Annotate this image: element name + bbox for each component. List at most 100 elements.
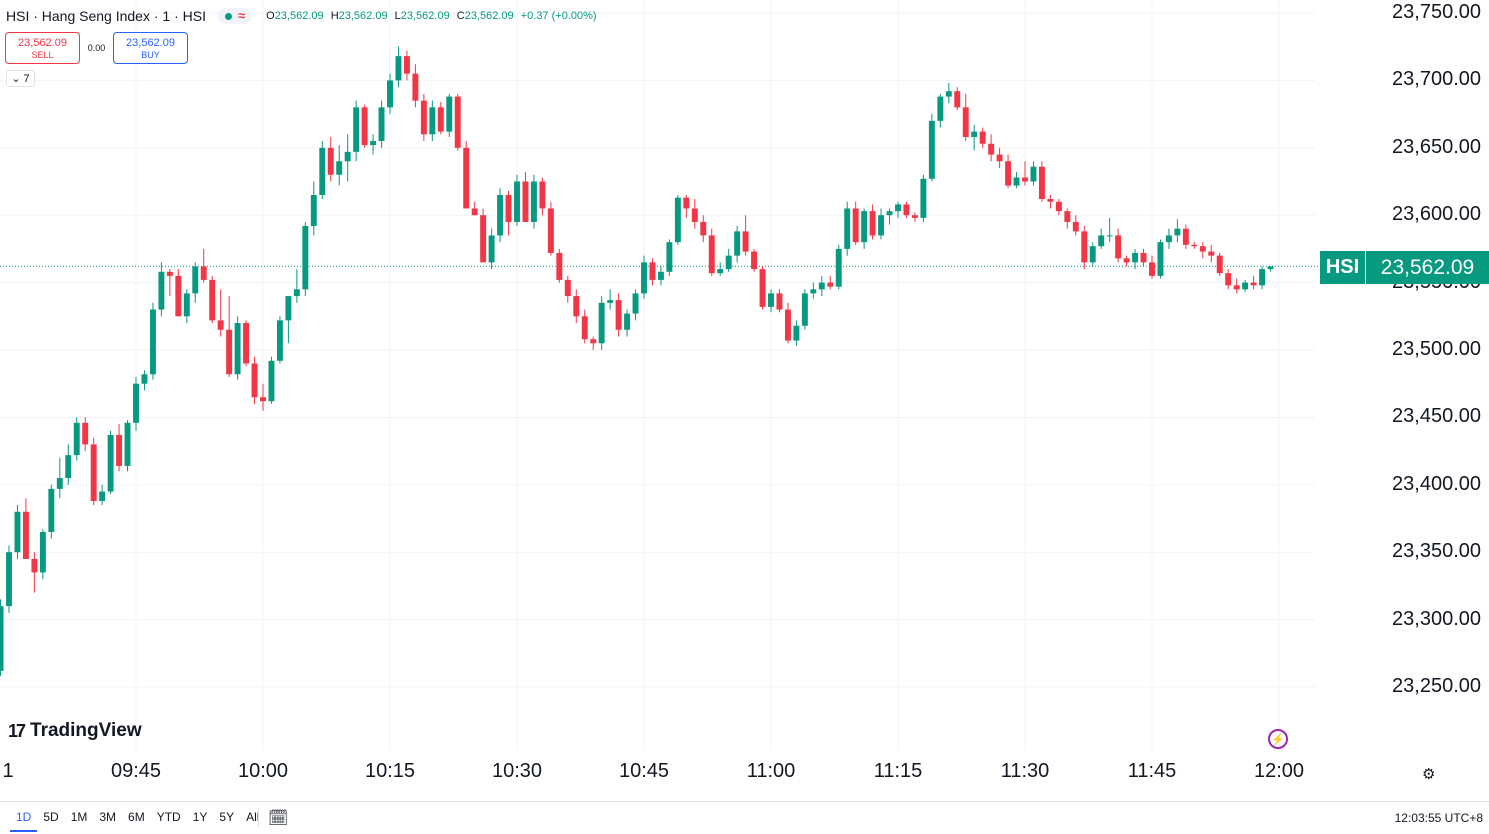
candle-body: [556, 252, 563, 280]
calendar-goto-icon[interactable]: 🗓: [268, 810, 289, 827]
candle: [725, 248, 732, 272]
range-button-ytd[interactable]: YTD: [156, 810, 181, 824]
candle: [1047, 194, 1054, 209]
candle-body: [310, 194, 317, 226]
sell-button[interactable]: 23,562.09 SELL: [5, 32, 80, 64]
candle: [971, 124, 978, 151]
candle: [1225, 269, 1232, 290]
candle-body: [1132, 252, 1139, 263]
candle: [920, 174, 927, 222]
candle: [547, 201, 554, 256]
candle: [82, 417, 89, 452]
candle-body: [1259, 269, 1266, 286]
candle-body: [1030, 166, 1037, 182]
candle: [1182, 224, 1189, 249]
symbol-title[interactable]: HSI · Hang Seng Index · 1 · HSI: [6, 8, 206, 24]
candle-body: [1267, 266, 1274, 270]
candle: [234, 316, 241, 380]
candle-body: [183, 293, 190, 317]
candle-body: [683, 197, 690, 209]
candle-body: [1216, 255, 1223, 274]
candle: [73, 417, 80, 461]
candle: [1199, 242, 1206, 259]
trade-buttons: 23,562.09 SELL 0.00 23,562.09 BUY: [5, 32, 188, 64]
price-tick-label: 23,300.00: [1392, 607, 1481, 630]
candle-body: [717, 269, 724, 274]
candle: [420, 93, 427, 142]
candle-body: [22, 511, 29, 559]
candle-body: [14, 511, 21, 553]
candle-body: [395, 56, 402, 81]
candle-body: [852, 208, 859, 243]
candle: [446, 93, 453, 138]
range-button-5y[interactable]: 5Y: [219, 810, 235, 824]
candle-body: [1208, 251, 1215, 256]
tradingview-wordmark: TradingView: [30, 720, 142, 741]
candle-body: [573, 296, 580, 317]
chevron-down-icon: ⌄: [11, 73, 21, 85]
range-button-1y[interactable]: 1Y: [192, 810, 208, 824]
candle: [937, 93, 944, 128]
candle-body: [116, 434, 123, 466]
candle-body: [1242, 282, 1249, 290]
candle: [1149, 255, 1155, 279]
candle: [844, 201, 851, 256]
candle-body: [90, 444, 97, 501]
candle-body: [480, 215, 487, 263]
range-button-all[interactable]: All: [246, 810, 260, 824]
candle-body: [200, 266, 207, 280]
tradingview-logo[interactable]: 17 TradingView: [8, 720, 142, 742]
candle-body: [268, 360, 275, 402]
candle-body: [166, 271, 173, 276]
candle-body: [1233, 285, 1240, 290]
candle-body: [539, 181, 546, 209]
candle-body: [666, 242, 673, 272]
range-button-6m[interactable]: 6M: [128, 810, 145, 824]
candle: [285, 296, 292, 344]
range-button-3m[interactable]: 3M: [99, 810, 117, 824]
price-tick-label: 23,450.00: [1392, 405, 1481, 428]
candle: [175, 269, 182, 317]
candle: [1055, 199, 1062, 216]
indicators-collapse-button[interactable]: ⌄ 7: [6, 70, 35, 87]
candle: [564, 275, 571, 303]
range-button-1d[interactable]: 1D: [10, 810, 38, 832]
candle-body: [801, 293, 808, 326]
ohlc-close-key: C: [456, 10, 465, 22]
time-tick-label: 11:00: [746, 760, 796, 782]
range-button-5d[interactable]: 5D: [43, 810, 59, 824]
candle-body: [387, 80, 393, 108]
settings-icon[interactable]: ⚙: [1422, 766, 1436, 783]
candle: [903, 201, 910, 218]
last-price-label: HSI 23,562.09: [1320, 251, 1489, 284]
candle: [751, 248, 758, 272]
candle-body: [878, 215, 885, 236]
range-button-1m[interactable]: 1M: [70, 810, 88, 824]
candle: [90, 437, 97, 506]
time-tick-label: 10:15: [364, 760, 416, 782]
candle-body: [641, 262, 647, 294]
buy-button[interactable]: 23,562.09 BUY: [113, 32, 188, 64]
candle-body: [276, 320, 283, 361]
candle: [378, 100, 385, 148]
price-chart[interactable]: [0, 0, 1489, 800]
tradingview-mark-icon: 17: [8, 720, 26, 741]
candle-body: [937, 96, 944, 121]
candle-body: [1115, 235, 1122, 259]
market-status-pill[interactable]: ≈: [217, 8, 253, 24]
candle-body: [175, 275, 182, 317]
candle-body: [700, 221, 707, 236]
candle-body: [759, 269, 766, 307]
candle: [717, 262, 724, 276]
candle: [48, 484, 55, 539]
clock-timezone[interactable]: 12:03:55 UTC+8: [1394, 811, 1483, 825]
candle-body: [1165, 235, 1172, 243]
lightning-icon[interactable]: ⚡: [1268, 729, 1288, 749]
candle: [615, 293, 622, 337]
candle: [624, 309, 631, 337]
candle-body: [149, 309, 156, 375]
candle-body: [243, 323, 250, 364]
candles-layer: [0, 46, 1274, 677]
candle: [988, 134, 995, 162]
market-open-dot-icon: [224, 12, 232, 20]
